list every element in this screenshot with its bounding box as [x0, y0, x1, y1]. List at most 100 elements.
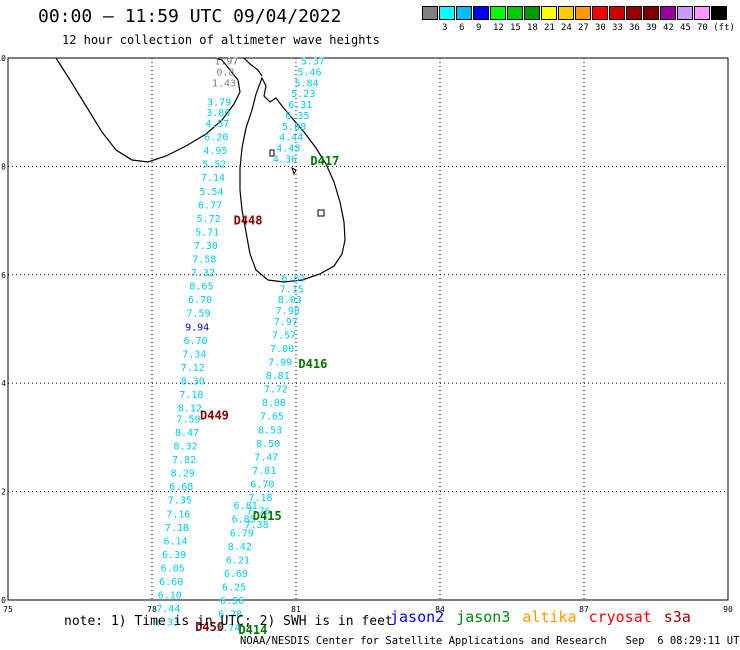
page-subtitle: 12 hour collection of altimeter wave hei…: [62, 33, 380, 47]
wave-height-value: 6.69: [224, 569, 248, 580]
wave-height-value: 5.52: [202, 160, 226, 171]
wave-height-value: 6.35: [285, 111, 309, 122]
x-tick-label: 78: [147, 605, 157, 614]
wave-height-value: 6.60: [159, 577, 183, 588]
wave-height-value: 4.36: [273, 154, 297, 165]
colorbar-swatch: [422, 6, 438, 20]
wave-height-value: 5.74: [216, 623, 240, 634]
wave-height-value: 7.44: [156, 604, 180, 615]
x-tick-label: 75: [3, 605, 13, 614]
colorbar-swatch: [541, 6, 557, 20]
india-coast: [55, 57, 241, 163]
wave-height-value: 4.95: [203, 146, 227, 157]
colorbar-label: 39: [646, 23, 657, 33]
wave-height-value: 7.57: [272, 330, 296, 341]
legend-item-s3a: s3a: [663, 608, 691, 626]
wave-height-value: 1.97: [214, 57, 238, 68]
wave-height-value: 7.58: [192, 255, 216, 266]
wave-height-value: 7.15: [280, 284, 304, 295]
wave-height-value: 7.72: [264, 385, 288, 396]
colorbar-label: 33: [612, 23, 623, 33]
colorbar-swatch: [660, 6, 676, 20]
y-tick-label: 6: [1, 271, 6, 280]
colorbar-swatch: [524, 6, 540, 20]
altimeter-tracks: 5.375.465.845.236.316.355.084.444.434.36…: [155, 57, 339, 637]
wave-height-value: 7.18: [248, 493, 272, 504]
track-label: D449: [200, 409, 229, 423]
wave-height-value: 9.94: [185, 322, 209, 333]
wave-height-value: 6.20: [204, 133, 228, 144]
wave-height-value: 7.35: [168, 496, 192, 507]
y-tick-label: 4: [1, 379, 6, 388]
colorbar-label: 24: [561, 23, 572, 33]
wave-height-value: 7.59: [187, 309, 211, 320]
wave-height-value: 7.81: [252, 466, 276, 477]
wave-height-value: 8.47: [175, 428, 199, 439]
india-east-coast: [243, 57, 263, 77]
note-text: note: 1) Time is in UTC; 2) SWH is in fe…: [64, 614, 393, 629]
wave-height-value: 7.18: [165, 523, 189, 534]
map-axes: 75 78 81 84 87 90 10 8 6 4 2 0: [0, 54, 733, 614]
wave-height-value: 6.77: [198, 200, 222, 211]
map-grid: [8, 58, 728, 600]
wave-height-value: 7.97: [274, 317, 298, 328]
colorbar-swatch: [439, 6, 455, 20]
wave-height-value: 8.65: [189, 282, 213, 293]
wave-height-value: 7.65: [260, 412, 284, 423]
wave-height-value: 8.50: [256, 439, 280, 450]
wave-height-value: 8.32: [174, 442, 198, 453]
track-label: D415: [253, 509, 282, 523]
wave-height-value: 5.54: [199, 187, 223, 198]
wave-height-value: 6.70: [188, 295, 212, 306]
colorbar-label: 36: [629, 23, 640, 33]
wave-height-value: 7.32: [191, 268, 215, 279]
legend-item-jason3: jason3: [456, 608, 511, 626]
wave-height-value: 6.81: [234, 501, 258, 512]
wave-height-value: 6.61: [282, 274, 306, 285]
colorbar-label: 27: [578, 23, 589, 33]
coastline: [55, 57, 346, 283]
colorbar-label: 70 (ft): [697, 23, 735, 33]
satellite-legend: jason2 jason3 altika cryosat s3a: [390, 608, 703, 626]
colorbar-swatch: [711, 6, 727, 20]
colorbar-label: 12: [493, 23, 504, 33]
x-tick-label: 90: [723, 605, 733, 614]
wave-height-value: 8.42: [228, 542, 252, 553]
colorbar-label: 30: [595, 23, 606, 33]
wave-height-value: 7.47: [254, 452, 278, 463]
wave-height-value: 5.46: [297, 68, 321, 79]
wave-height-value: 1.43: [212, 78, 236, 89]
colorbar-label: 18: [527, 23, 538, 33]
wave-height-value: 5.71: [195, 227, 219, 238]
footer-credit: NOAA/NESDIS Center for Satellite Applica…: [240, 635, 740, 647]
wave-height-value: 5.84: [295, 78, 319, 89]
wave-height-value: 6.21: [226, 555, 250, 566]
wave-height-value: 7.00: [270, 344, 294, 355]
track-label: D450: [195, 620, 224, 634]
wave-height-value: 5.23: [291, 89, 315, 100]
page-title: 00:00 – 11:59 UTC 09/04/2022: [38, 6, 342, 27]
wave-height-value: 6.56: [220, 596, 244, 607]
wave-height-value: 8.12: [178, 404, 202, 415]
wave-height-value: 6.70: [184, 336, 208, 347]
wave-height-value: 8.03: [278, 295, 302, 306]
colorbar-swatch: [592, 6, 608, 20]
wave-height-value: 7.34: [182, 349, 206, 360]
wave-height-value: 5.37: [301, 57, 325, 68]
y-tick-label: 10: [0, 54, 6, 63]
wave-height-value: 7.18: [179, 390, 203, 401]
wave-height-value: 6.31: [288, 100, 312, 111]
colorbar-swatch: [677, 6, 693, 20]
wave-height-value: 0.8: [216, 68, 234, 79]
wave-height-value: 8.81: [266, 371, 290, 382]
wave-height-value: 7.38: [245, 520, 269, 531]
y-tick-label: 0: [1, 596, 6, 605]
wave-height-value: 8.53: [258, 425, 282, 436]
wave-height-value: 4.57: [205, 119, 229, 130]
wave-height-value: 7.30: [194, 241, 218, 252]
wave-height-value: 5.08: [282, 122, 306, 133]
wave-height-value: 7.76: [247, 507, 271, 518]
colorbar-swatch: [490, 6, 506, 20]
legend-item-cryosat: cryosat: [588, 608, 652, 626]
